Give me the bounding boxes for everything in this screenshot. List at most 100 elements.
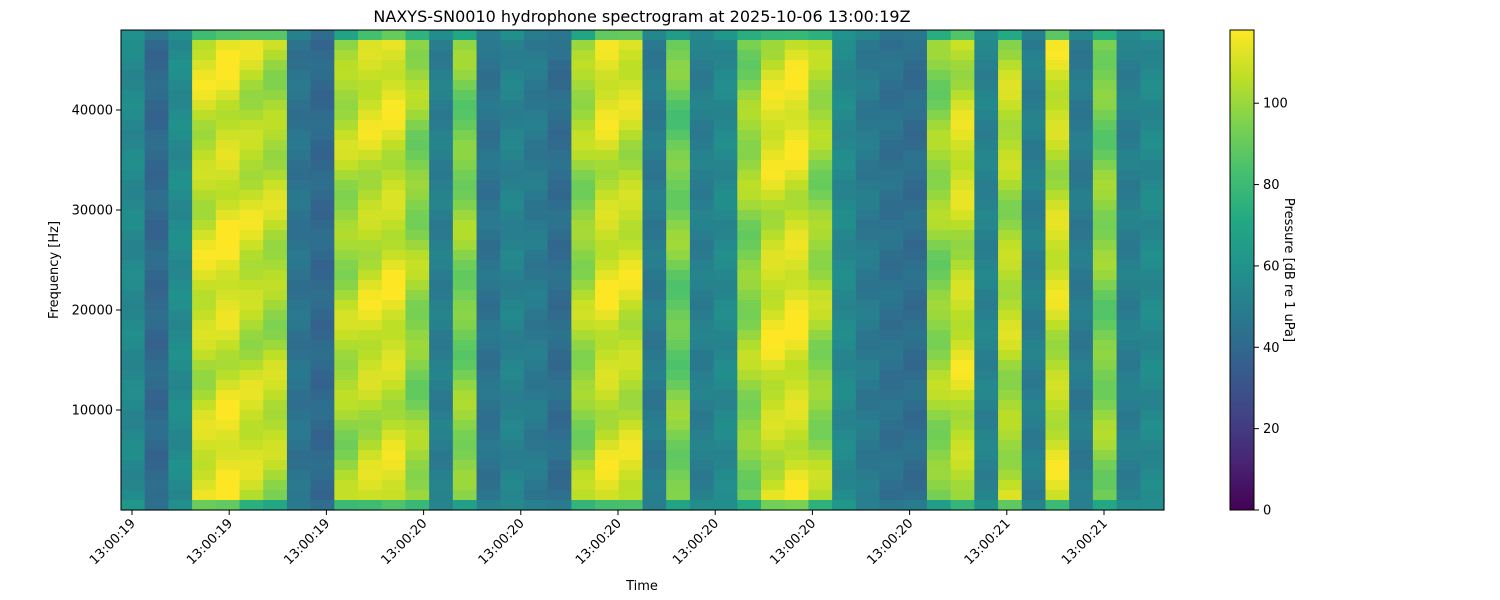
heatmap-cell <box>334 130 359 141</box>
heatmap-cell <box>215 70 241 81</box>
heatmap-cell <box>808 170 833 181</box>
heatmap-cell <box>168 280 193 291</box>
heatmap-cell <box>239 130 264 141</box>
heatmap-cell <box>595 420 620 431</box>
heatmap-cell <box>381 480 407 491</box>
heatmap-cell <box>761 160 786 171</box>
colorbar-tick-label: 0 <box>1263 504 1271 519</box>
heatmap-cell <box>642 210 667 221</box>
heatmap-cell <box>642 80 667 91</box>
heatmap-cell <box>121 310 146 321</box>
heatmap-cell <box>1092 170 1118 181</box>
heatmap-cell <box>121 90 146 101</box>
heatmap-cell <box>310 260 335 271</box>
colorbar-label: Pressure [dB re 1 uPa] <box>1281 198 1296 342</box>
heatmap-cell <box>476 360 501 371</box>
heatmap-cell <box>571 280 596 291</box>
heatmap-cell <box>689 110 715 121</box>
heatmap-cell <box>500 250 525 261</box>
heatmap-cell <box>974 360 999 371</box>
heatmap-cell <box>974 270 999 281</box>
heatmap-cell <box>642 490 667 501</box>
heatmap-cell <box>926 480 952 491</box>
heatmap-cell <box>547 90 572 101</box>
heatmap-cell <box>618 70 644 81</box>
heatmap-cell <box>286 110 312 121</box>
heatmap-cell <box>523 150 549 161</box>
heatmap-cell <box>1140 140 1165 151</box>
heatmap-cell <box>1069 80 1094 91</box>
heatmap-cell <box>571 190 596 201</box>
heatmap-cell <box>263 70 288 81</box>
heatmap-cell <box>784 130 810 141</box>
heatmap-cell <box>263 340 288 351</box>
heatmap-cell <box>429 420 454 431</box>
heatmap-cell <box>784 140 810 151</box>
heatmap-cell <box>405 290 430 301</box>
heatmap-cell <box>547 210 572 221</box>
heatmap-cell <box>1069 370 1094 381</box>
heatmap-cell <box>1069 320 1094 331</box>
heatmap-cell <box>310 440 335 451</box>
heatmap-cell <box>571 490 596 501</box>
heatmap-cell <box>998 360 1023 371</box>
heatmap-cell <box>571 90 596 101</box>
heatmap-cell <box>1045 290 1070 301</box>
heatmap-cell <box>429 80 454 91</box>
heatmap-cell <box>618 110 644 121</box>
heatmap-cell <box>974 340 999 351</box>
heatmap-cell <box>500 290 525 301</box>
heatmap-cell <box>595 100 620 111</box>
heatmap-cell <box>1140 210 1165 221</box>
heatmap-cell <box>500 150 525 161</box>
heatmap-cell <box>571 270 596 281</box>
heatmap-cell <box>310 490 335 501</box>
heatmap-cell <box>737 450 762 461</box>
heatmap-cell <box>832 290 857 301</box>
heatmap-cell <box>666 130 691 141</box>
heatmap-cell <box>1140 440 1165 451</box>
heatmap-cell <box>808 500 833 511</box>
heatmap-cell <box>121 30 146 41</box>
heatmap-cell <box>1069 380 1094 391</box>
heatmap-cell <box>144 70 169 81</box>
heatmap-cell <box>1069 280 1094 291</box>
heatmap-cell <box>215 140 241 151</box>
heatmap-cell <box>144 300 169 311</box>
heatmap-cell <box>1092 280 1118 291</box>
heatmap-cell <box>666 430 691 441</box>
heatmap-cell <box>855 280 881 291</box>
heatmap-cell <box>523 170 549 181</box>
heatmap-cell <box>879 320 904 331</box>
heatmap-cell <box>808 410 833 421</box>
heatmap-cell <box>286 300 312 311</box>
heatmap-cell <box>547 450 572 461</box>
heatmap-cell <box>500 120 525 131</box>
heatmap-cell <box>286 230 312 241</box>
heatmap-cell <box>808 490 833 501</box>
heatmap-cell <box>879 260 904 271</box>
heatmap-cell <box>263 30 288 41</box>
heatmap-cell <box>950 220 975 231</box>
heatmap-cell <box>405 150 430 161</box>
heatmap-cell <box>523 130 549 141</box>
heatmap-cell <box>192 230 217 241</box>
heatmap-cell <box>618 130 644 141</box>
heatmap-cell <box>358 50 383 61</box>
heatmap-cell <box>1069 180 1094 191</box>
y-tick-label: 20000 <box>72 304 113 319</box>
heatmap-cell <box>429 440 454 451</box>
heatmap-cell <box>642 380 667 391</box>
heatmap-cell <box>903 490 928 501</box>
heatmap-cell <box>429 50 454 61</box>
heatmap-cell <box>737 430 762 441</box>
heatmap-cell <box>500 320 525 331</box>
heatmap-cell <box>263 390 288 401</box>
heatmap-cell <box>523 50 549 61</box>
heatmap-cell <box>381 110 407 121</box>
heatmap-cell <box>1092 240 1118 251</box>
heatmap-cell <box>1021 50 1047 61</box>
heatmap-cell <box>405 280 430 291</box>
heatmap-cell <box>429 330 454 341</box>
heatmap-cell <box>1045 350 1070 361</box>
